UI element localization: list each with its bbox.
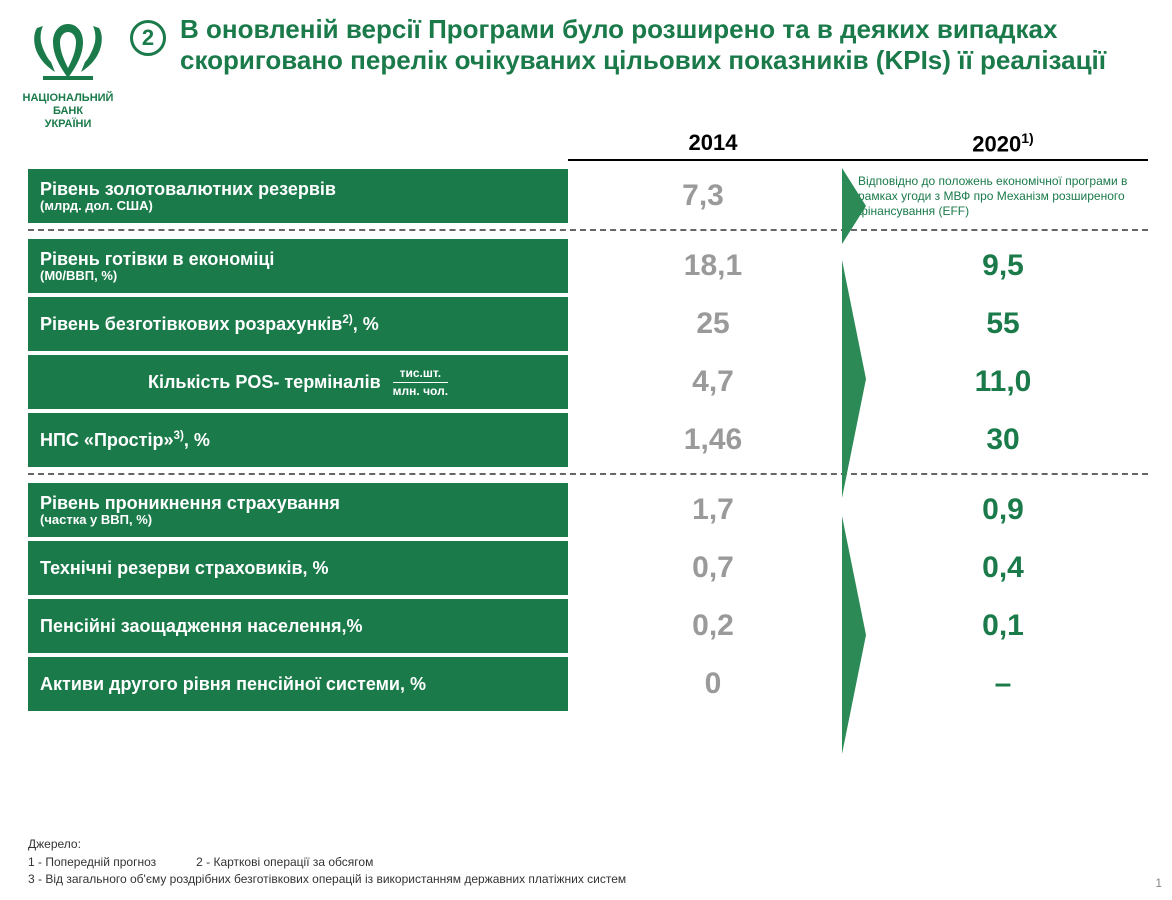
value-2014: 0,2 [568, 599, 858, 653]
row-label: Пенсійні заощадження населення,% [28, 599, 568, 653]
value-2020: – [858, 657, 1148, 711]
table-row: Рівень золотовалютних резервів(млрд. дол… [28, 169, 1148, 223]
footnote-3: 3 - Від загального об'єму роздрібних без… [28, 871, 1128, 888]
table-row: Пенсійні заощадження населення,% 0,20,1 [28, 599, 1148, 653]
nbu-logo-block: НАЦІОНАЛЬНИЙ БАНК УКРАЇНИ [18, 18, 118, 132]
value-2020: 30 [858, 413, 1148, 467]
group-separator [28, 229, 1148, 231]
table-row: НПС «Простір»3), % 1,4630 [28, 413, 1148, 467]
fraction-top: тис.шт. [393, 366, 448, 382]
table-column-headers: 2014 20201) [28, 130, 1148, 161]
table-row: Рівень безготівкових розрахунків2), % 255… [28, 297, 1148, 351]
value-2020: 11,0 [858, 355, 1148, 409]
row-label: Технічні резерви страховиків, % [28, 541, 568, 595]
column-header-2020-text: 2020 [972, 131, 1021, 156]
value-2014: 4,7 [568, 355, 858, 409]
table-row: Активи другого рівня пенсійної системи, … [28, 657, 1148, 711]
value-2014: 7,3 [568, 169, 838, 223]
row-label-unit-fraction: тис.шт.млн. чол. [393, 366, 448, 398]
row-label-text: Кількість POS- терміналів [148, 372, 381, 393]
row-label: Кількість POS- терміналів тис.шт.млн. чол… [28, 355, 568, 409]
table-row: Рівень проникнення страхування(частка у … [28, 483, 1148, 537]
footnote-2: 2 - Карткові операції за обсягом [196, 854, 373, 871]
row-label-text: Рівень золотовалютних резервів [40, 179, 556, 200]
kpi-table: 2014 20201) Рівень золотовалютних резерв… [28, 130, 1148, 715]
value-2020: 0,4 [858, 541, 1148, 595]
group-separator [28, 473, 1148, 475]
row-label-sub: (М0/ВВП, %) [40, 269, 556, 284]
footnotes-block: Джерело: 1 - Попередній прогноз 2 - Карт… [28, 836, 1128, 888]
value-2014: 1,7 [568, 483, 858, 537]
value-2020: 9,5 [858, 239, 1148, 293]
row-label-text: Рівень готівки в економіці [40, 249, 556, 270]
row-label: Рівень золотовалютних резервів(млрд. дол… [28, 169, 568, 223]
column-header-2014: 2014 [568, 130, 858, 161]
value-2014: 0,7 [568, 541, 858, 595]
value-2014: 0 [568, 657, 858, 711]
row-label: Рівень проникнення страхування(частка у … [28, 483, 568, 537]
value-2014: 1,46 [568, 413, 858, 467]
table-row: Кількість POS- терміналів тис.шт.млн. чол… [28, 355, 1148, 409]
value-2014: 18,1 [568, 239, 858, 293]
column-header-2020-sup: 1) [1021, 130, 1033, 146]
logo-text-line1: НАЦІОНАЛЬНИЙ [18, 92, 118, 105]
page-number: 1 [1155, 876, 1162, 890]
column-header-2020: 20201) [858, 130, 1148, 161]
row-label-sub: (частка у ВВП, %) [40, 513, 556, 528]
row-label-text: НПС «Простір»3), % [40, 429, 556, 451]
row-label: НПС «Простір»3), % [28, 413, 568, 467]
row-label-sub: (млрд. дол. США) [40, 199, 556, 214]
footnote-source-label: Джерело: [28, 836, 1128, 853]
row-label-text: Активи другого рівня пенсійної системи, … [40, 674, 556, 695]
value-2020: 55 [858, 297, 1148, 351]
row-label-text: Пенсійні заощадження населення,% [40, 616, 556, 637]
footnote-1: 1 - Попередній прогноз [28, 854, 156, 871]
nbu-emblem-icon [29, 18, 107, 88]
row-label-text: Рівень безготівкових розрахунків2), % [40, 313, 556, 335]
slide-title: В оновленій версії Програми було розшире… [180, 14, 1140, 76]
fraction-bottom: млн. чол. [393, 383, 448, 398]
row-label: Рівень готівки в економіці(М0/ВВП, %) [28, 239, 568, 293]
value-2020: 0,9 [858, 483, 1148, 537]
table-row: Рівень готівки в економіці(М0/ВВП, %)18,… [28, 239, 1148, 293]
value-2014: 25 [568, 297, 858, 351]
table-row: Технічні резерви страховиків, % 0,70,4 [28, 541, 1148, 595]
row-label: Рівень безготівкових розрахунків2), % [28, 297, 568, 351]
value-2020-note: Відповідно до положень економічної прогр… [838, 169, 1148, 223]
value-2020: 0,1 [858, 599, 1148, 653]
slide-number-badge: 2 [130, 20, 166, 56]
row-label: Активи другого рівня пенсійної системи, … [28, 657, 568, 711]
row-label-text: Технічні резерви страховиків, % [40, 558, 556, 579]
row-label-text: Рівень проникнення страхування [40, 493, 556, 514]
logo-text-line2: БАНК [18, 105, 118, 118]
